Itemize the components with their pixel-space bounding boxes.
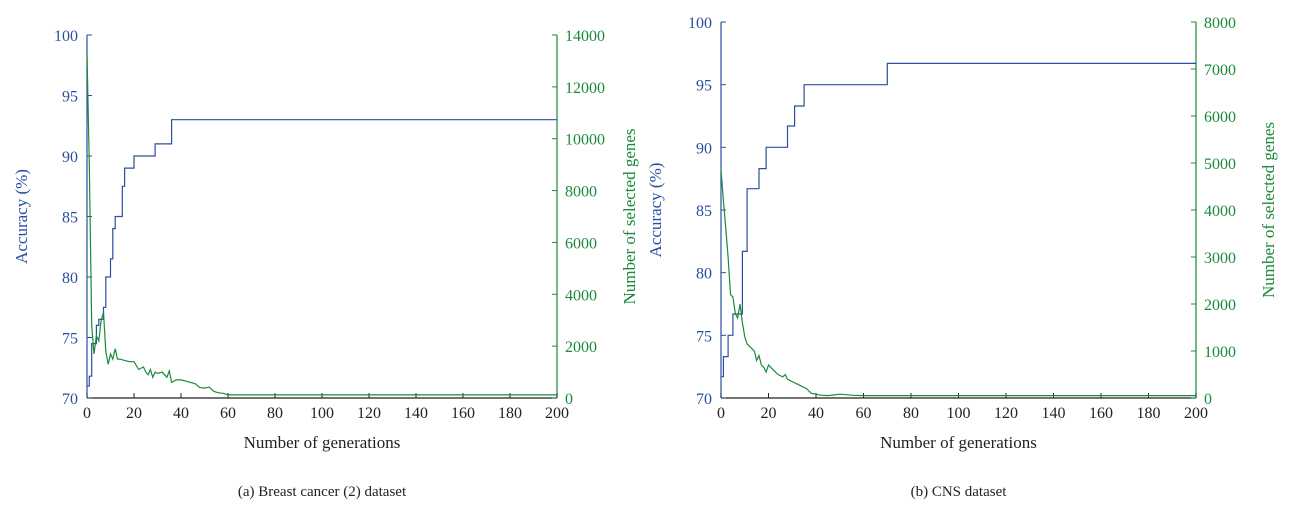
x-tick-label: 200: [545, 405, 569, 422]
genes-series-line: [720, 170, 1196, 397]
right-y-tick-label: 4000: [565, 287, 597, 304]
x-tick-label: 0: [83, 405, 91, 422]
right-y-tick-label: 7000: [1204, 62, 1236, 79]
left-y-tick-label: 100: [688, 15, 712, 32]
generations-axis-label: Number of generations: [880, 433, 1037, 452]
right-y-tick-label: 4000: [1204, 203, 1236, 220]
chart-cns: Accuracy (%) Number of selected genes Nu…: [646, 15, 1278, 500]
left-y-tick-label: 90: [696, 140, 712, 157]
x-tick-label: 20: [761, 405, 777, 422]
x-tick-label: 160: [1089, 405, 1113, 422]
left-y-tick-label: 85: [62, 210, 78, 227]
right-y-tick-label: 3000: [1204, 250, 1236, 267]
left-y-tick-label: 100: [54, 28, 78, 45]
left-y-tick-label: 95: [62, 89, 78, 106]
x-tick-label: 100: [947, 405, 971, 422]
x-tick-label: 140: [1042, 405, 1066, 422]
accuracy-series-line: [87, 119, 557, 387]
x-tick-label: 60: [856, 405, 872, 422]
right-y-tick-label: 10000: [565, 132, 605, 149]
left-y-tick-label: 70: [62, 391, 78, 408]
chart-caption: (a) Breast cancer (2) dataset: [238, 484, 407, 500]
x-tick-label: 80: [267, 405, 283, 422]
right-y-tick-label: 5000: [1204, 156, 1236, 173]
x-tick-label: 180: [498, 405, 522, 422]
right-y-tick-label: 0: [565, 391, 573, 408]
x-tick-label: 180: [1137, 405, 1161, 422]
chart-breast-cancer: Accuracy (%) Number of selected genes Nu…: [12, 28, 639, 500]
x-tick-label: 40: [173, 405, 189, 422]
right-y-tick-label: 12000: [565, 80, 605, 97]
right-y-tick-label: 0: [1204, 391, 1212, 408]
right-y-tick-label: 6000: [1204, 109, 1236, 126]
x-tick-label: 120: [994, 405, 1018, 422]
x-tick-label: 80: [903, 405, 919, 422]
x-tick-label: 60: [220, 405, 236, 422]
right-y-tick-label: 8000: [1204, 15, 1236, 32]
right-y-tick-label: 14000: [565, 28, 605, 45]
left-y-tick-label: 90: [62, 149, 78, 166]
generations-axis-label: Number of generations: [244, 433, 401, 452]
x-tick-label: 100: [310, 405, 334, 422]
x-tick-label: 120: [357, 405, 381, 422]
genes-axis-label: Number of selected genes: [620, 128, 639, 304]
genes-axis-label: Number of selected genes: [1259, 122, 1278, 298]
x-tick-label: 200: [1184, 405, 1208, 422]
genes-series-line: [86, 53, 557, 396]
right-y-tick-label: 2000: [565, 339, 597, 356]
x-tick-label: 160: [451, 405, 475, 422]
x-tick-label: 20: [126, 405, 142, 422]
x-tick-label: 0: [717, 405, 725, 422]
chart-caption: (b) CNS dataset: [911, 484, 1008, 500]
right-y-tick-label: 8000: [565, 184, 597, 201]
accuracy-series-line: [721, 62, 1196, 378]
left-y-tick-label: 75: [62, 331, 78, 348]
accuracy-axis-label: Accuracy (%): [12, 169, 31, 264]
x-tick-label: 140: [404, 405, 428, 422]
left-y-tick-label: 85: [696, 203, 712, 220]
right-y-tick-label: 1000: [1204, 344, 1236, 361]
x-tick-label: 40: [808, 405, 824, 422]
right-y-tick-label: 2000: [1204, 297, 1236, 314]
accuracy-axis-label: Accuracy (%): [646, 163, 665, 258]
left-y-tick-label: 95: [696, 78, 712, 95]
right-y-tick-label: 6000: [565, 235, 597, 252]
left-y-tick-label: 80: [62, 270, 78, 287]
left-y-tick-label: 70: [696, 391, 712, 408]
left-y-tick-label: 80: [696, 266, 712, 283]
left-y-tick-label: 75: [696, 328, 712, 345]
